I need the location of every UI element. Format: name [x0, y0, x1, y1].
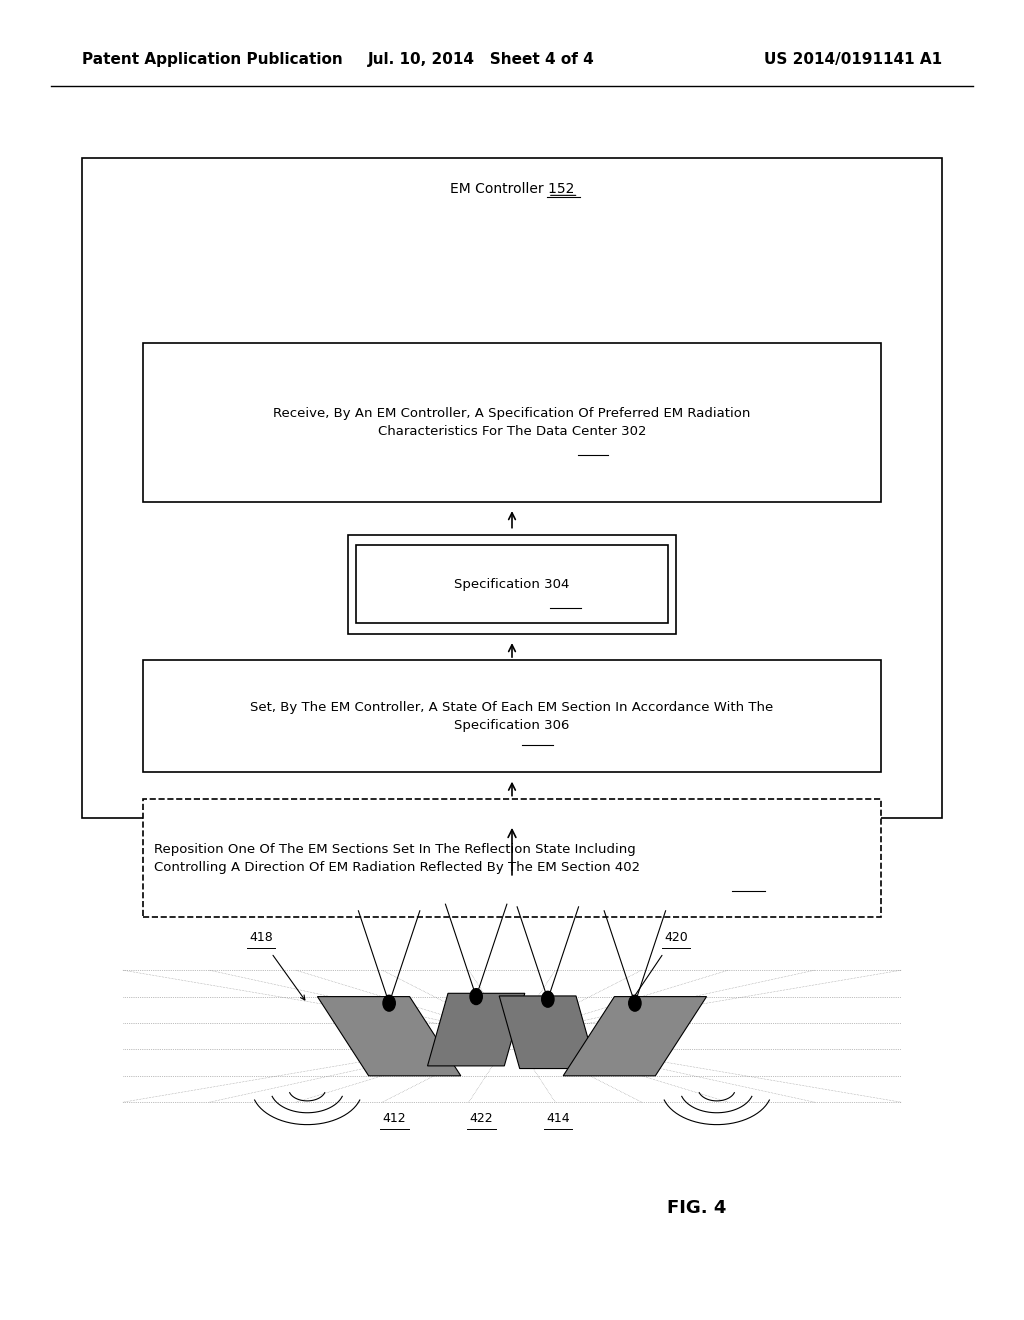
- Text: Jul. 10, 2014   Sheet 4 of 4: Jul. 10, 2014 Sheet 4 of 4: [368, 51, 595, 67]
- Circle shape: [629, 995, 641, 1011]
- Text: 420: 420: [664, 931, 688, 944]
- FancyBboxPatch shape: [82, 158, 942, 818]
- Text: Set, By The EM Controller, A State Of Each EM Section In Accordance With The
Spe: Set, By The EM Controller, A State Of Ea…: [251, 701, 773, 731]
- Text: 418: 418: [249, 931, 273, 944]
- FancyBboxPatch shape: [143, 343, 881, 502]
- Polygon shape: [428, 993, 525, 1067]
- FancyBboxPatch shape: [143, 660, 881, 772]
- Circle shape: [470, 989, 482, 1005]
- Text: 412: 412: [382, 1111, 407, 1125]
- Text: Receive, By An EM Controller, A Specification Of Preferred EM Radiation
Characte: Receive, By An EM Controller, A Specific…: [273, 407, 751, 438]
- Text: Specification 304: Specification 304: [455, 578, 569, 590]
- Text: 414: 414: [546, 1111, 570, 1125]
- Circle shape: [383, 995, 395, 1011]
- Polygon shape: [563, 997, 707, 1076]
- FancyBboxPatch shape: [356, 545, 668, 623]
- Text: Patent Application Publication: Patent Application Publication: [82, 51, 343, 67]
- Text: US 2014/0191141 A1: US 2014/0191141 A1: [764, 51, 942, 67]
- Polygon shape: [500, 995, 596, 1069]
- Polygon shape: [317, 997, 461, 1076]
- Circle shape: [542, 991, 554, 1007]
- Text: EM Controller 152: EM Controller 152: [450, 182, 574, 197]
- FancyBboxPatch shape: [143, 799, 881, 917]
- FancyBboxPatch shape: [348, 535, 676, 634]
- Text: 422: 422: [469, 1111, 494, 1125]
- Text: FIG. 4: FIG. 4: [667, 1199, 726, 1217]
- Text: Reposition One Of The EM Sections Set In The Reflection State Including
Controll: Reposition One Of The EM Sections Set In…: [154, 842, 640, 874]
